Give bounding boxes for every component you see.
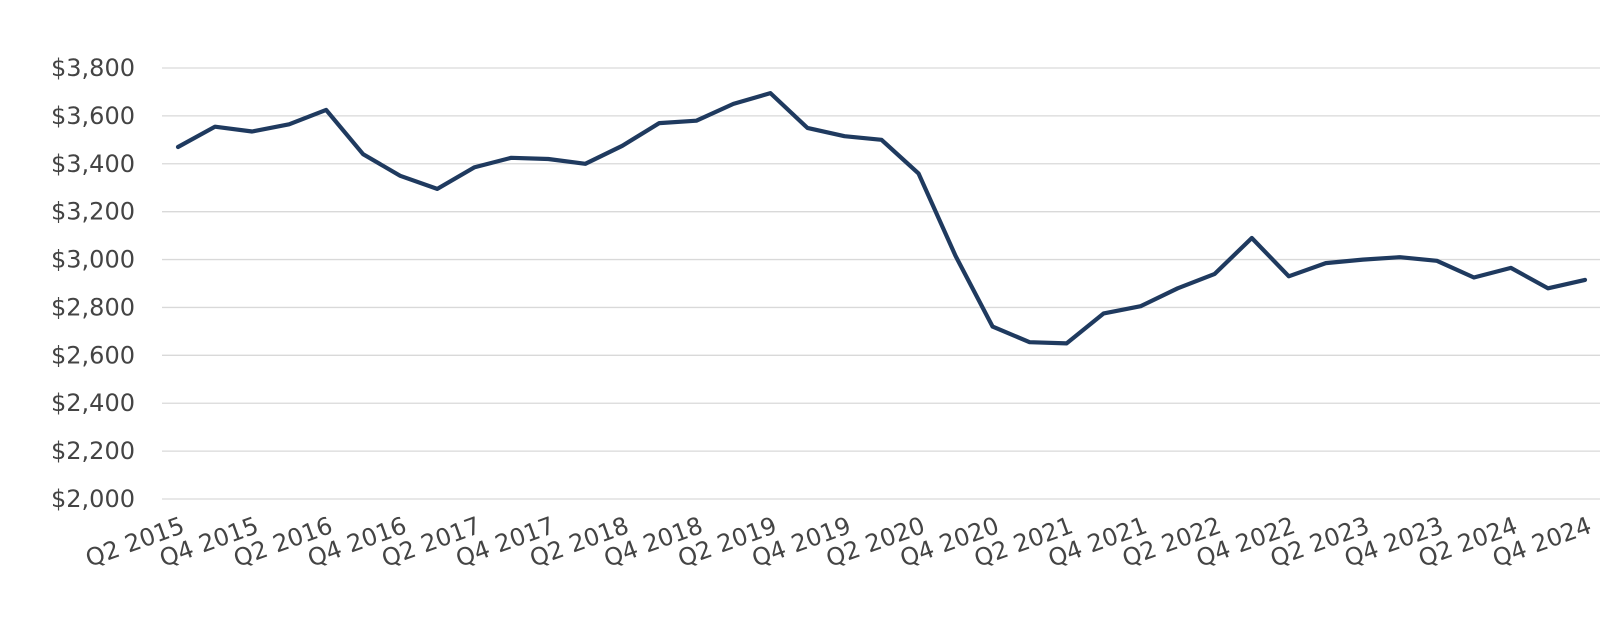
y-tick-label: $3,800 — [51, 54, 135, 82]
y-tick-label: $3,000 — [51, 246, 135, 274]
series-line — [175, 90, 1588, 346]
y-tick-label: $2,800 — [51, 293, 135, 321]
y-axis-tick-labels: $2,000 $2,200 $2,400 $2,600 $2,800 $3,000 $3,2… — [51, 54, 135, 513]
y-tick-label: $3,600 — [51, 102, 135, 130]
y-tick-label: $2,000 — [51, 485, 135, 513]
series-layer — [175, 90, 1588, 346]
y-tick-label: $3,400 — [51, 150, 135, 178]
y-tick-label: $2,600 — [51, 341, 135, 369]
y-tick-label: $3,200 — [51, 198, 135, 226]
y-tick-label: $2,200 — [51, 437, 135, 465]
y-tick-label: $2,400 — [51, 389, 135, 417]
gridlines — [162, 67, 1600, 500]
